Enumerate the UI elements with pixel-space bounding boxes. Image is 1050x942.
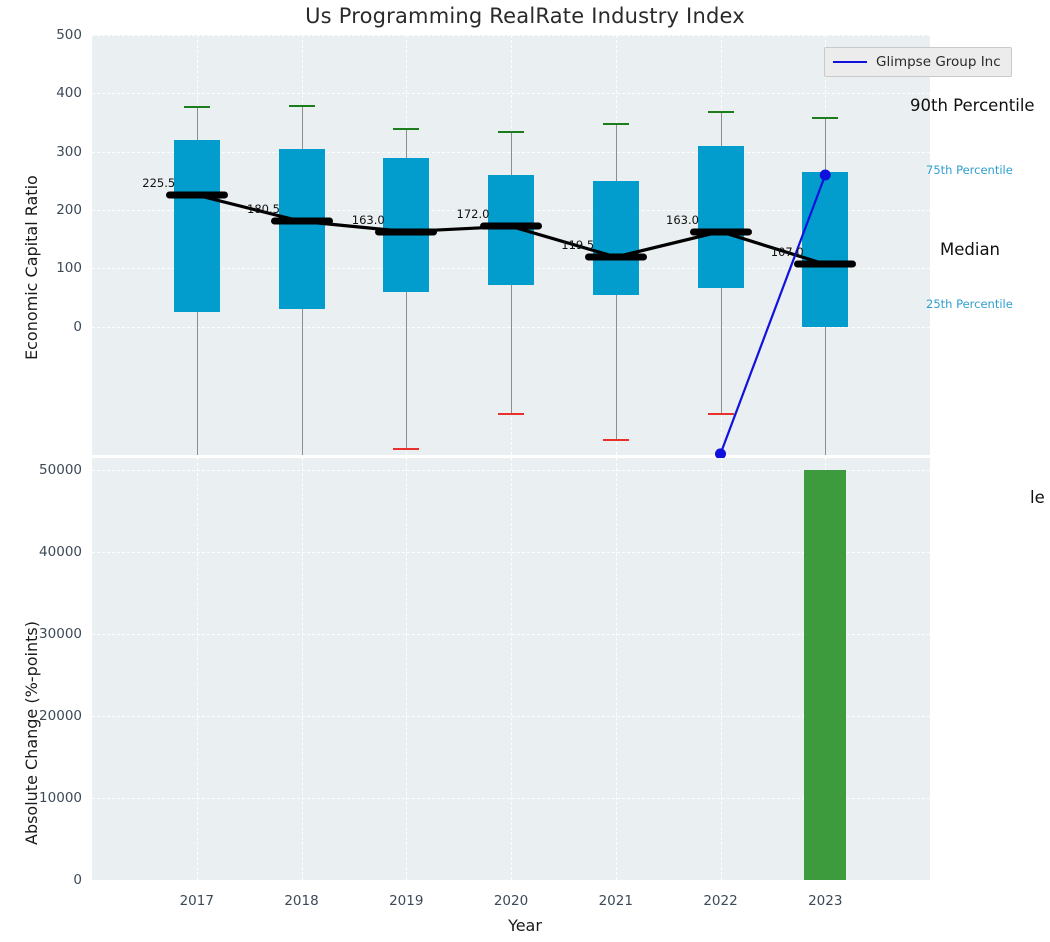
top-y-tick-2: 200 xyxy=(56,202,82,218)
median-marker-2017 xyxy=(165,191,228,199)
p90-cap-2022 xyxy=(707,110,734,113)
p10-cap-2020 xyxy=(498,413,524,415)
x-tick-group: 2017 2018 2019 2020 2021 2022 2023 xyxy=(0,893,1050,917)
p90-cap-2023 xyxy=(812,116,839,119)
x-axis-label: Year xyxy=(508,916,542,935)
box-2017[interactable] xyxy=(173,140,220,313)
p90-cap-2021 xyxy=(602,122,629,125)
p10-cap-2019 xyxy=(393,448,420,450)
top-y-tick-3: 300 xyxy=(56,143,82,160)
legend-line-icon xyxy=(833,61,867,63)
x-tick-2023: 2023 xyxy=(808,893,843,909)
top-y-tick-0: 0 xyxy=(73,318,82,335)
bottom-y-tick-0: 0 xyxy=(73,872,82,888)
bottom-y-tick-5: 50000 xyxy=(39,462,82,479)
top-y-tick-4: 400 xyxy=(56,85,82,102)
median-marker-2018 xyxy=(270,217,333,225)
median-label-2021: 119.5 xyxy=(561,237,595,252)
v-gridline-2017 xyxy=(196,458,198,880)
x-tick-2018: 2018 xyxy=(284,893,319,909)
p90-cap-2018 xyxy=(288,105,315,107)
median-marker-2023 xyxy=(794,260,857,268)
median-marker-2022 xyxy=(689,228,752,236)
median-marker-2020 xyxy=(480,222,542,230)
annotation-10th-percentile-clipped: le xyxy=(1030,488,1045,507)
top-y-tick-group: 0 100 200 300 400 500 xyxy=(0,0,90,942)
annotation-25th-percentile: 25th Percentile xyxy=(926,297,1013,311)
x-tick-2021: 2021 xyxy=(598,893,633,909)
top-y-tick-1: 100 xyxy=(56,260,82,277)
legend[interactable]: Glimpse Group Inc xyxy=(824,47,1012,77)
p10-cap-2021 xyxy=(602,438,629,441)
x-tick-2019: 2019 xyxy=(389,893,424,909)
annotation-90th-percentile: 90th Percentile xyxy=(910,96,1035,115)
bottom-y-tick-2: 20000 xyxy=(39,708,82,725)
abs-change-bar-2023[interactable] xyxy=(804,470,847,880)
median-label-2019: 163.0 xyxy=(351,212,385,227)
x-tick-2017: 2017 xyxy=(179,893,214,909)
page-title: Us Programming RealRate Industry Index xyxy=(305,4,745,28)
p90-cap-2019 xyxy=(393,128,420,131)
x-tick-2020: 2020 xyxy=(493,893,529,909)
median-label-2022: 163.0 xyxy=(666,212,699,227)
p90-cap-2017 xyxy=(183,106,210,109)
median-label-2018: 180.5 xyxy=(247,202,280,217)
box-2019[interactable] xyxy=(383,157,430,292)
box-2018[interactable] xyxy=(278,148,325,310)
bottom-y-tick-4: 40000 xyxy=(39,544,82,561)
v-gridline-2018 xyxy=(301,458,303,880)
bottom-y-tick-group: 0 10000 20000 30000 40000 50000 xyxy=(0,0,90,942)
legend-label-glimpse-group-inc: Glimpse Group Inc xyxy=(876,54,1001,70)
median-marker-2021 xyxy=(584,253,647,261)
p90-cap-2020 xyxy=(498,131,524,134)
bottom-chart-panel[interactable] xyxy=(92,458,930,880)
median-label-2023: 107.0 xyxy=(770,245,804,260)
top-y-tick-5: 500 xyxy=(56,27,82,43)
median-label-2017: 225.5 xyxy=(142,176,176,191)
box-2022[interactable] xyxy=(697,145,744,288)
box-2021[interactable] xyxy=(592,180,639,295)
median-marker-2019 xyxy=(375,228,438,236)
p10-cap-2022 xyxy=(707,413,734,415)
v-gridline-2019 xyxy=(406,458,408,880)
v-gridline-2021 xyxy=(615,458,617,880)
median-label-2020: 172.0 xyxy=(456,207,490,222)
annotation-median: Median xyxy=(940,240,1001,259)
x-tick-2022: 2022 xyxy=(703,893,738,909)
v-gridline-2022 xyxy=(720,458,722,880)
box-2023[interactable] xyxy=(802,172,849,327)
annotation-75th-percentile: 75th Percentile xyxy=(926,163,1013,177)
top-chart-panel[interactable] xyxy=(92,35,930,455)
bottom-y-tick-1: 10000 xyxy=(39,790,82,807)
bottom-y-tick-3: 30000 xyxy=(39,626,82,643)
box-2020[interactable] xyxy=(488,175,534,285)
v-gridline-2020 xyxy=(511,458,512,880)
